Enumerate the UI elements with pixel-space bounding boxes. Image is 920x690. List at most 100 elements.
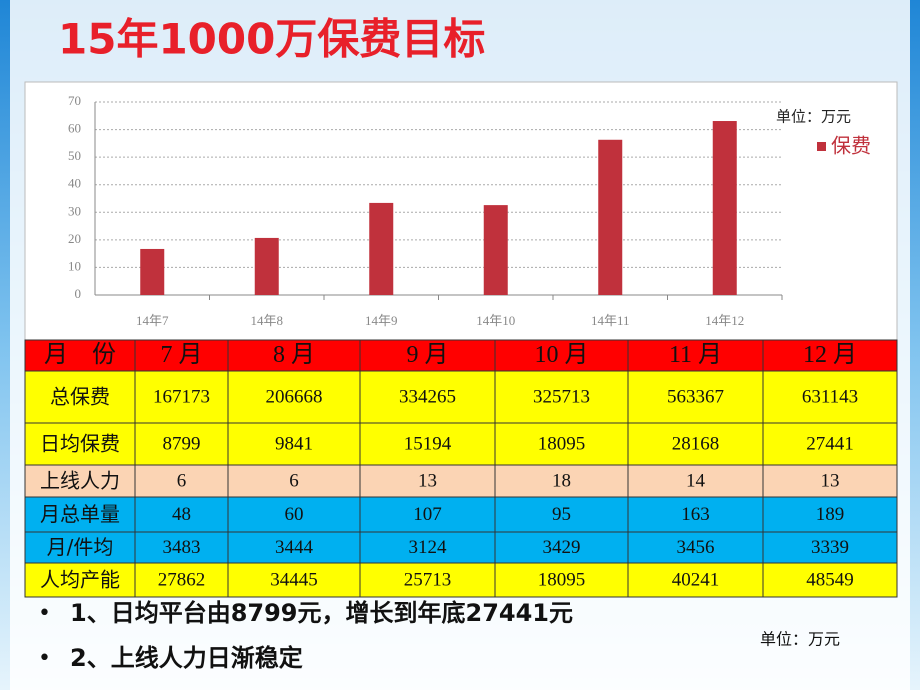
table-value: 18095 <box>538 433 586 454</box>
table-value: 3444 <box>275 537 314 558</box>
y-tick-label: 0 <box>75 286 82 301</box>
table-cell <box>762 531 898 564</box>
table-cell <box>24 531 136 564</box>
table-cell <box>24 422 136 466</box>
table-value: 3339 <box>811 537 849 558</box>
table-header: 9 月 <box>407 342 449 368</box>
table-value: 206668 <box>266 386 323 407</box>
table-value: 3483 <box>163 537 201 558</box>
bar <box>254 237 279 295</box>
x-tick-label: 14年11 <box>591 313 630 328</box>
table-value: 13 <box>821 470 840 491</box>
table-value: 8799 <box>163 433 201 454</box>
table-cell <box>762 370 898 424</box>
legend-label: 保费 <box>831 134 871 158</box>
table-value: 9841 <box>275 433 313 454</box>
chart-area <box>24 81 898 341</box>
table-value: 6 <box>177 470 187 491</box>
table-cell <box>762 562 898 598</box>
table-cell <box>227 496 361 533</box>
table-cell <box>359 422 496 466</box>
chart-title: 15年1000万保费目标 <box>58 15 485 64</box>
table-value: 18095 <box>538 569 586 590</box>
table-value: 14 <box>686 470 706 491</box>
table-value: 18 <box>552 470 571 491</box>
table-value: 631143 <box>802 386 858 407</box>
table-cell <box>494 370 629 424</box>
y-tick-label: 50 <box>68 148 81 163</box>
unit-label: 单位：万元 <box>776 108 851 126</box>
table-value: 27441 <box>806 433 854 454</box>
x-tick-label: 14年8 <box>250 313 283 328</box>
table-cell <box>134 562 229 598</box>
bullet-dot: • <box>38 601 51 626</box>
table-cell <box>227 370 361 424</box>
table-cell <box>494 422 629 466</box>
table-value: 27862 <box>158 569 206 590</box>
table-cell <box>627 531 764 564</box>
bar <box>140 248 165 295</box>
y-tick-label: 40 <box>68 176 81 191</box>
table-value: 月总单量 <box>40 502 120 526</box>
table-value: 上线人力 <box>40 469 120 493</box>
legend-swatch <box>817 142 826 151</box>
footer-unit: 单位：万元 <box>760 630 840 649</box>
table-header: 7 月 <box>161 342 203 368</box>
table-value: 日均保费 <box>40 432 120 456</box>
bullet-text: 2、上线人力日渐稳定 <box>70 644 303 672</box>
y-tick-label: 70 <box>68 93 81 108</box>
table-cell <box>762 422 898 466</box>
table-cell <box>627 562 764 598</box>
table-cell <box>227 562 361 598</box>
bar <box>598 139 623 295</box>
table-cell <box>134 496 229 533</box>
table-cell <box>359 464 496 498</box>
table-value: 189 <box>816 504 845 525</box>
table-cell <box>134 531 229 564</box>
y-tick-label: 20 <box>68 231 81 246</box>
table-value: 167173 <box>153 386 210 407</box>
table-value: 6 <box>289 470 299 491</box>
table-cell <box>494 339 629 372</box>
table-cell <box>494 496 629 533</box>
y-tick-label: 60 <box>68 121 81 136</box>
table-cell <box>134 464 229 498</box>
table-value: 13 <box>418 470 437 491</box>
x-tick-label: 14年12 <box>705 313 744 328</box>
table-value: 3429 <box>543 537 581 558</box>
bullet-text: 1、日均平台由8799元，增长到年底27441元 <box>70 599 573 627</box>
table-cell <box>359 562 496 598</box>
y-tick-label: 10 <box>68 258 81 273</box>
bar <box>483 205 508 295</box>
table-value: 月/件均 <box>47 535 114 559</box>
table-cell <box>627 370 764 424</box>
table-cell <box>134 370 229 424</box>
table-value: 163 <box>681 504 710 525</box>
table-value: 334265 <box>399 386 456 407</box>
table-value: 34445 <box>270 569 318 590</box>
x-tick-label: 14年7 <box>136 313 169 328</box>
table-cell <box>494 562 629 598</box>
bar <box>369 202 394 295</box>
table-cell <box>227 464 361 498</box>
table-cell <box>227 422 361 466</box>
bullet-dot: • <box>38 646 51 671</box>
table-header: 12 月 <box>803 342 857 368</box>
table-value: 107 <box>413 504 442 525</box>
table-cell <box>359 339 496 372</box>
table-cell <box>359 496 496 533</box>
table-header: 8 月 <box>273 342 315 368</box>
table-cell <box>24 562 136 598</box>
table-value: 48549 <box>806 569 854 590</box>
table-value: 3456 <box>677 537 715 558</box>
table-value: 28168 <box>672 433 720 454</box>
table-value: 40241 <box>672 569 720 590</box>
table-value: 15194 <box>404 433 452 454</box>
bar <box>712 121 737 295</box>
table-cell <box>627 339 764 372</box>
table-cell <box>134 422 229 466</box>
table-value: 总保费 <box>50 385 110 409</box>
table-header: 月 份 <box>44 341 116 368</box>
table-header: 11 月 <box>669 342 722 368</box>
